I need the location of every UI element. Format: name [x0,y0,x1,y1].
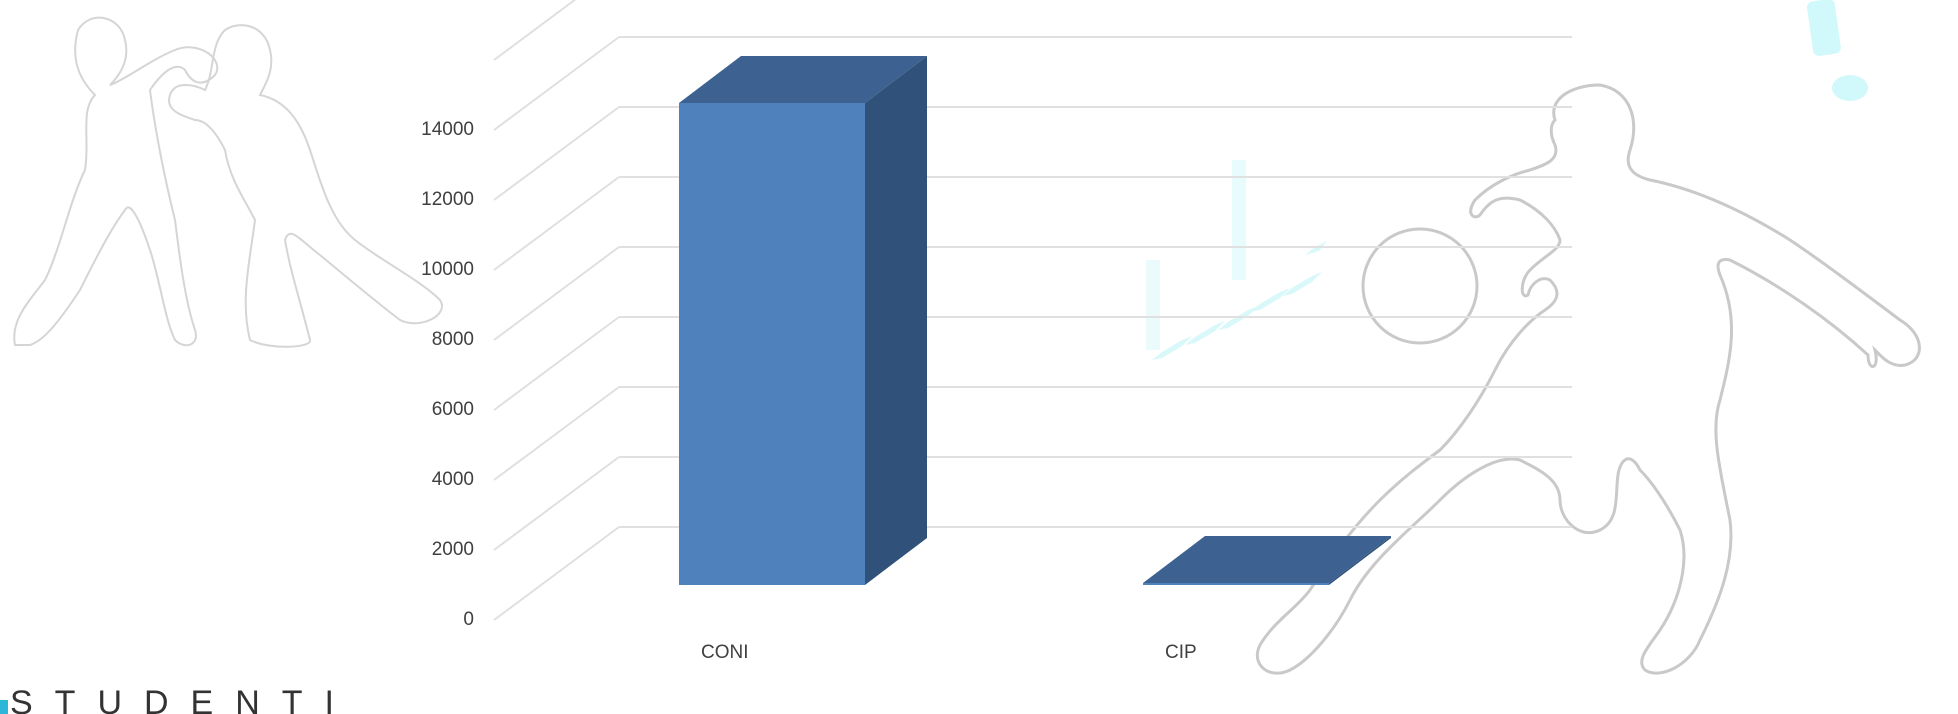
bar-cip [1143,536,1391,585]
y-tick-label: 6000 [432,399,474,420]
gridline [493,0,577,61]
y-tick-label: 12000 [421,189,474,210]
boxers-silhouette-icon [13,16,443,348]
y-tick-label: 10000 [421,259,474,280]
gridline [493,456,1572,551]
gridline [493,36,1572,131]
gridline [493,106,1572,201]
y-tick-label: 2000 [432,539,474,560]
y-tick-label: 14000 [421,119,474,140]
bar-coni [679,56,927,585]
y-axis-tick-labels: 0 2000 4000 6000 8000 10000 12000 14000 [421,119,474,630]
chart-gridlines [493,0,1572,621]
y-tick-label: 4000 [432,469,474,490]
brand-accent-bar-icon [0,700,8,714]
gridline [493,386,1572,481]
chart-bars [679,56,1391,585]
accent-marks-icon [1146,0,1868,360]
category-label: CONI [701,642,749,663]
brand-text: STUDENTI [10,684,356,714]
gridline [493,526,1572,621]
x-axis-category-labels: CONI CIP [701,642,1197,663]
gridline [493,316,1572,411]
y-tick-label: 8000 [432,329,474,350]
y-tick-label: 0 [463,609,474,630]
gridline [493,176,1572,271]
brand-logo: STUDENTI [0,684,356,714]
category-label: CIP [1165,642,1197,663]
gridline [493,246,1572,341]
basketball-player-silhouette-icon [1255,83,1921,675]
